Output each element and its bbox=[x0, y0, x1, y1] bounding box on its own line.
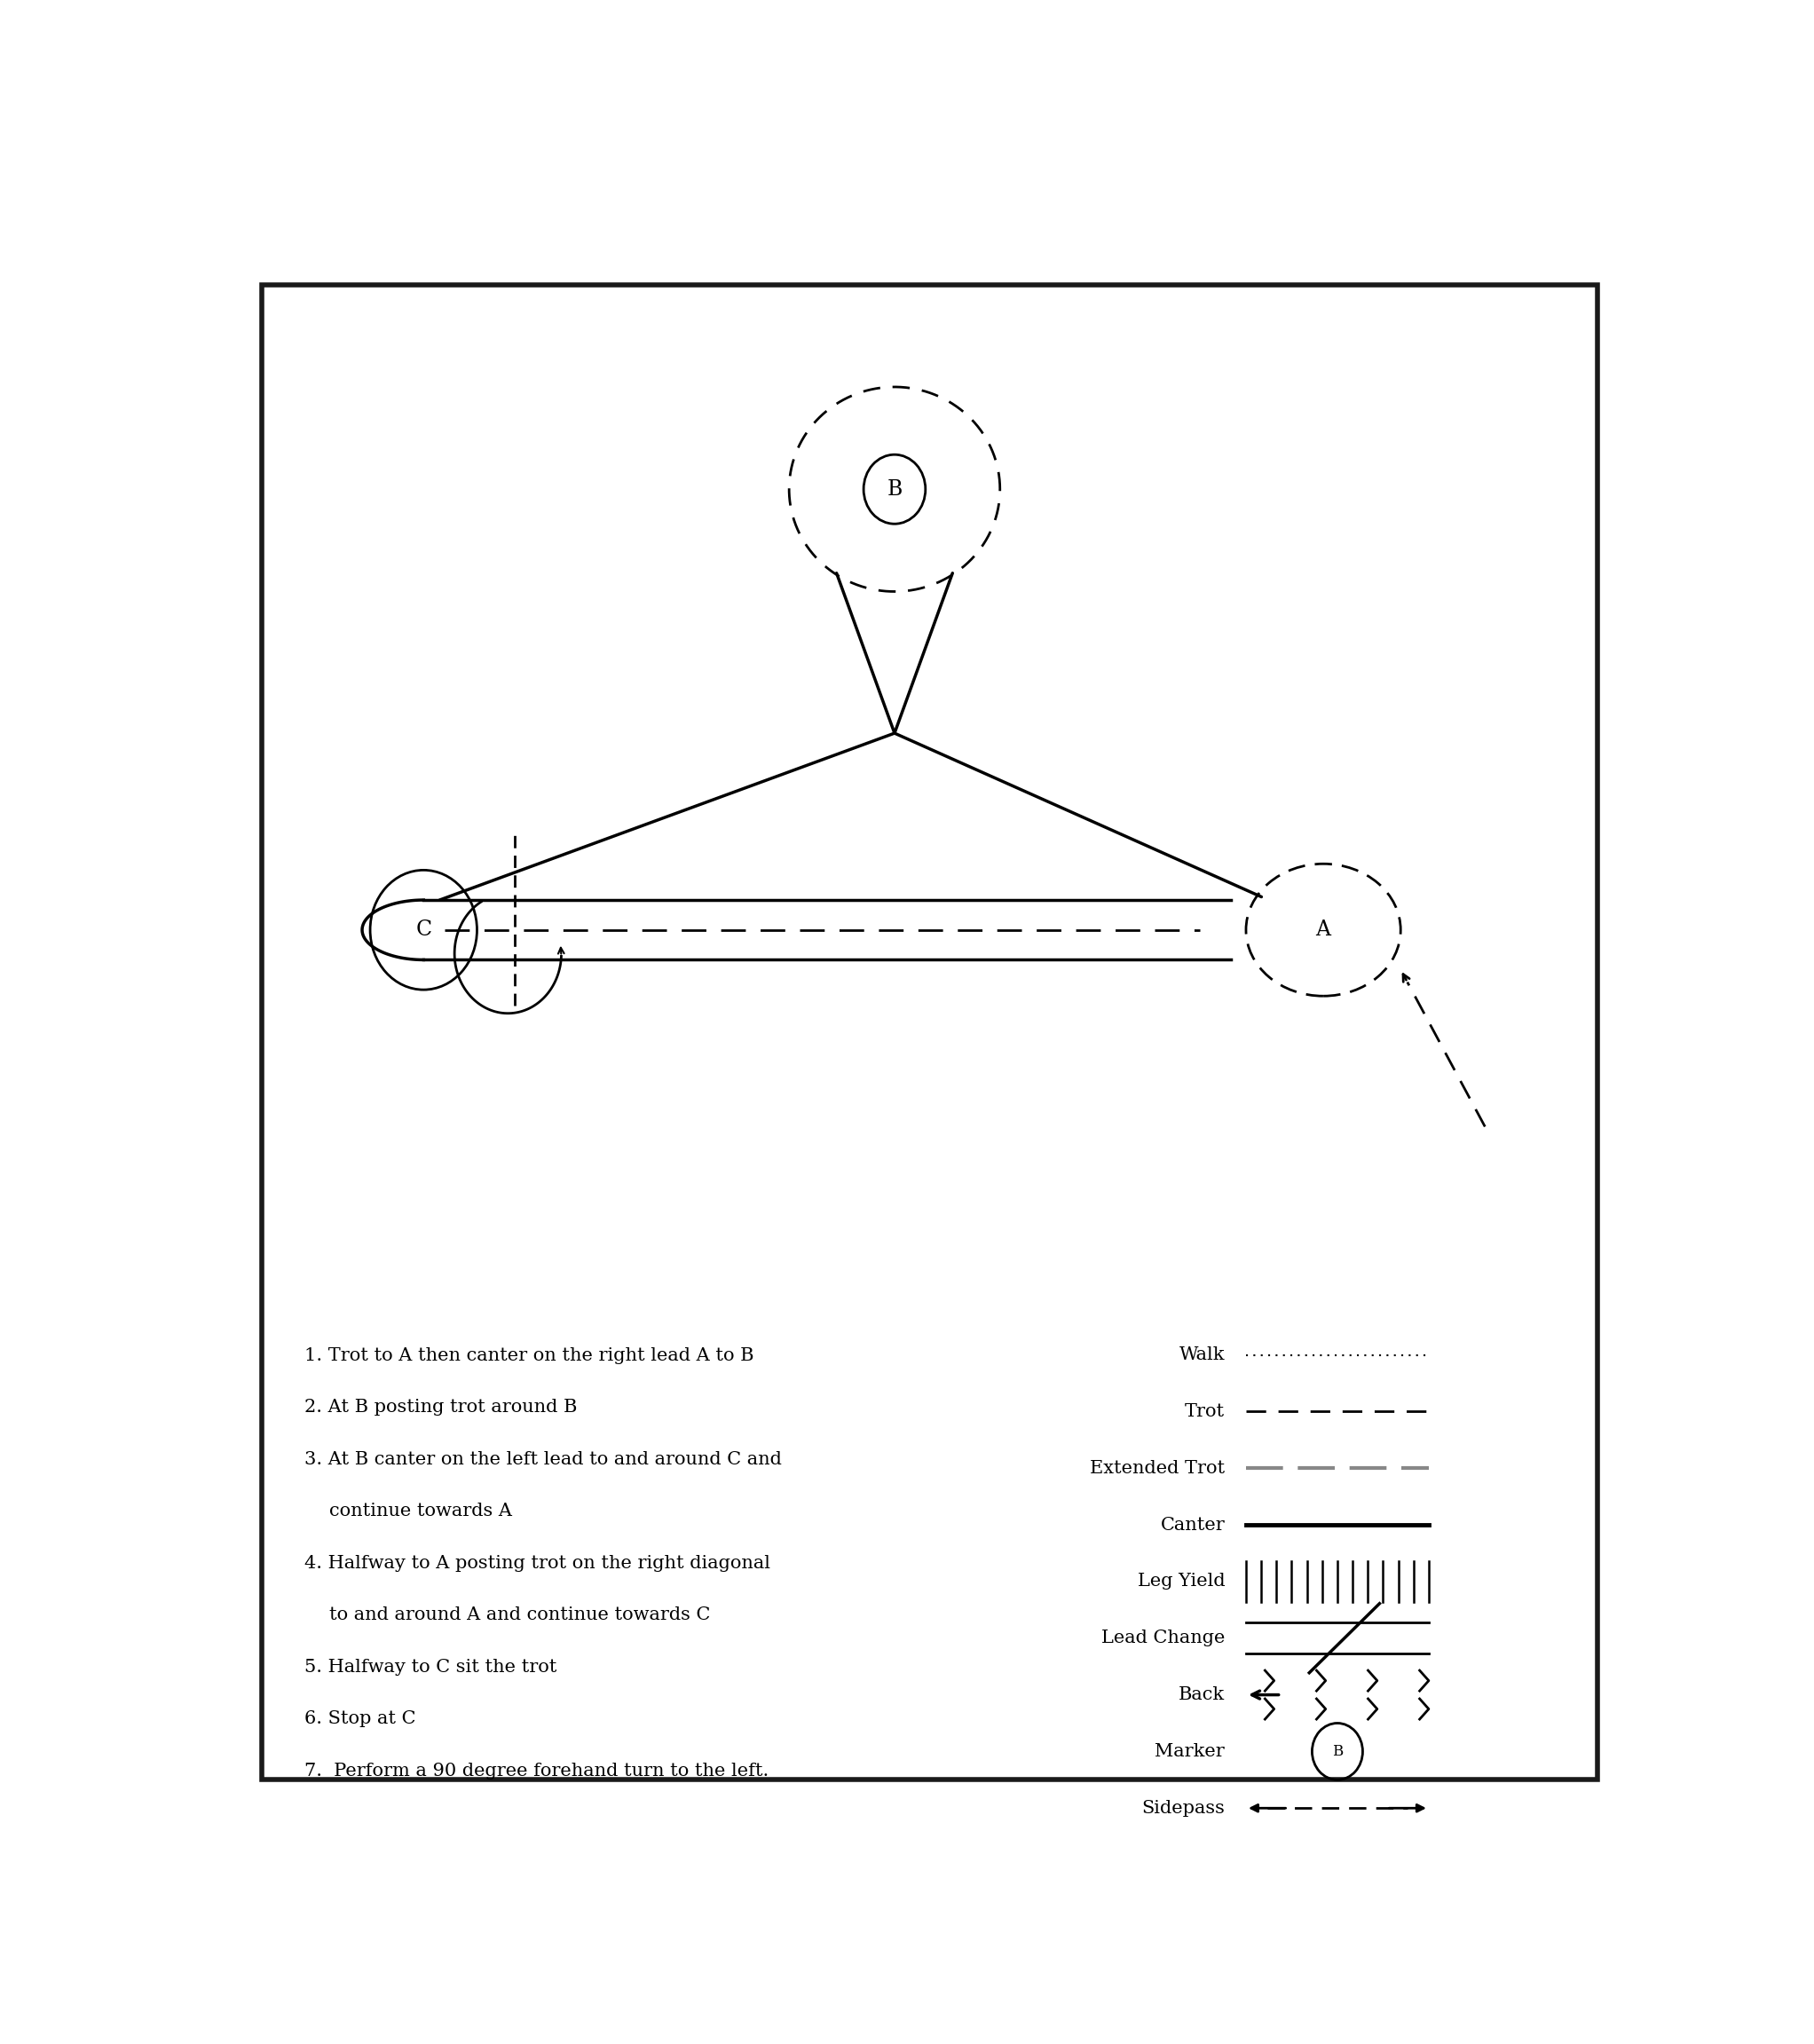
Text: 1. Trot to A then canter on the right lead A to B: 1. Trot to A then canter on the right le… bbox=[305, 1347, 753, 1363]
Text: 6. Stop at C: 6. Stop at C bbox=[305, 1711, 415, 1727]
Text: B: B bbox=[1331, 1744, 1342, 1760]
Text: 2. At B posting trot around B: 2. At B posting trot around B bbox=[305, 1398, 577, 1416]
Text: continue towards A: continue towards A bbox=[330, 1502, 512, 1519]
Text: 4. Halfway to A posting trot on the right diagonal: 4. Halfway to A posting trot on the righ… bbox=[305, 1555, 769, 1572]
Text: Trot: Trot bbox=[1185, 1402, 1224, 1421]
Text: 7.  Perform a 90 degree forehand turn to the left.: 7. Perform a 90 degree forehand turn to … bbox=[305, 1762, 769, 1780]
Text: 3. At B canter on the left lead to and around C and: 3. At B canter on the left lead to and a… bbox=[305, 1451, 782, 1468]
Text: B: B bbox=[887, 478, 902, 499]
Text: Extended Trot: Extended Trot bbox=[1090, 1459, 1224, 1476]
Text: Walk: Walk bbox=[1179, 1347, 1224, 1363]
Text: Sidepass: Sidepass bbox=[1141, 1799, 1224, 1817]
Text: 5. Halfway to C sit the trot: 5. Halfway to C sit the trot bbox=[305, 1658, 557, 1676]
Text: Marker: Marker bbox=[1156, 1744, 1224, 1760]
Text: C: C bbox=[415, 920, 432, 940]
Text: to and around A and continue towards C: to and around A and continue towards C bbox=[330, 1607, 711, 1623]
Text: Lead Change: Lead Change bbox=[1101, 1629, 1224, 1647]
Text: Leg Yield: Leg Yield bbox=[1137, 1574, 1224, 1590]
Text: A: A bbox=[1315, 920, 1331, 940]
Text: Back: Back bbox=[1179, 1686, 1224, 1703]
Text: Canter: Canter bbox=[1161, 1517, 1224, 1533]
